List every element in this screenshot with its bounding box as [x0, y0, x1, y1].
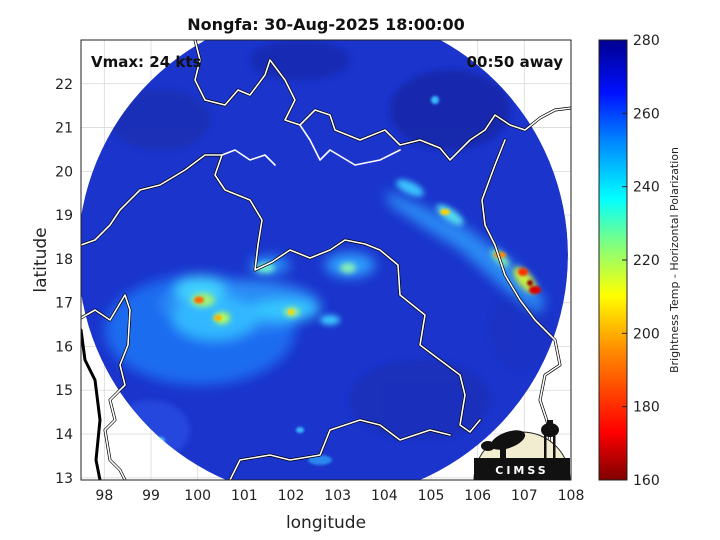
colorbar-tick-label: 240	[633, 180, 660, 196]
x-tick-label: 107	[511, 488, 538, 504]
logo-satellite-dish-icon	[481, 430, 526, 458]
x-tick-label: 102	[278, 488, 305, 504]
x-tick-label: 99	[142, 488, 160, 504]
y-tick-label: 14	[55, 427, 73, 443]
y-tick-label: 18	[55, 252, 73, 268]
y-tick-label: 17	[55, 296, 73, 312]
logo-text: CIMSS	[495, 464, 548, 477]
x-tick-label: 108	[558, 488, 585, 504]
x-tick-label: 98	[95, 488, 113, 504]
colorbar-tick-label: 200	[633, 326, 660, 342]
axes-frame	[80, 39, 572, 481]
away-annotation: 00:50 away	[467, 53, 564, 71]
y-tick-label: 21	[55, 121, 73, 137]
country-borders	[81, 40, 571, 480]
x-tick-label: 104	[371, 488, 398, 504]
colorbar-tick-label: 160	[633, 473, 660, 489]
logo-water-tower-icon	[541, 420, 559, 458]
y-tick-label: 15	[55, 383, 73, 399]
y-axis-label: latitude	[31, 227, 51, 292]
x-tick-label: 103	[324, 488, 351, 504]
logo-banner	[474, 458, 570, 480]
x-tick-label: 105	[418, 488, 445, 504]
cimss-logo: CIMSS	[473, 420, 571, 481]
y-tick-label: 13	[55, 471, 73, 487]
vmax-annotation: Vmax: 24 kts	[91, 53, 201, 71]
x-axis-label: longitude	[286, 513, 366, 533]
colorbar-tick-label: 180	[633, 400, 660, 416]
y-tick-labels: 13 14 15 16 17 18 19 20 21 22	[55, 77, 73, 487]
x-tick-label: 100	[184, 488, 211, 504]
y-tick-label: 22	[55, 77, 73, 93]
x-tick-label: 106	[464, 488, 491, 504]
colorbar-tick-label: 260	[633, 106, 660, 122]
colorbar-label: Brightness Temp - Horizontal Polarizatio…	[668, 147, 681, 373]
colorbar-tick-label: 220	[633, 253, 660, 269]
x-tick-labels: 98 99 100 101 102 103 104 105 106 107 108	[95, 488, 584, 504]
microwave-swath	[81, 40, 568, 480]
colorbar-tick-labels: 160 180 200 220 240 260 280	[622, 33, 660, 489]
plot-title: Nongfa: 30-Aug-2025 18:00:00	[187, 15, 464, 34]
colorbar-tick-label: 280	[633, 33, 660, 49]
y-tick-label: 19	[55, 208, 73, 224]
map-area	[81, 40, 571, 480]
x-tick-label: 101	[231, 488, 258, 504]
y-tick-label: 20	[55, 164, 73, 180]
colorbar: 160 180 200 220 240 260 280 Brightness Temp - …	[598, 33, 681, 489]
y-tick-label: 16	[55, 339, 73, 355]
